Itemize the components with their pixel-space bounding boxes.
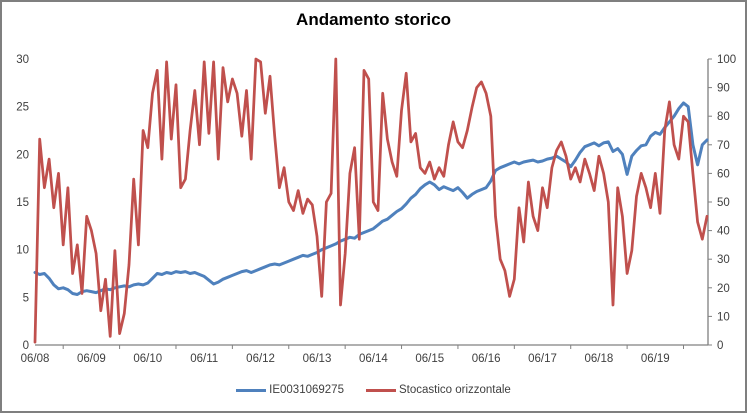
right-y-axis: 0 10 20 30 40 50 60 70 80 90 100 — [707, 54, 736, 352]
right-axis-tick-label: 50 — [717, 197, 730, 209]
x-axis-tick-label: 06/10 — [133, 353, 162, 365]
chart-legend: IE0031069275 Stocastico orizzontale — [2, 381, 745, 399]
blue-line-swatch-icon — [236, 388, 267, 392]
right-axis-tick-label: 60 — [717, 168, 730, 180]
right-axis-tick-label: 40 — [717, 226, 730, 238]
x-axis-tick-label: 06/12 — [246, 353, 275, 365]
x-axis-tick-label: 06/19 — [641, 353, 670, 365]
left-axis-tick-label: 20 — [16, 149, 29, 161]
left-axis-tick-label: 0 — [23, 340, 29, 352]
right-axis-tick-label: 10 — [717, 311, 730, 323]
series-line-Stocastico orizzontale — [33, 57, 709, 344]
x-axis-tick-label: 06/18 — [585, 353, 614, 365]
chart-title: Andamento storico — [296, 10, 451, 29]
x-axis-tick-label: 06/09 — [77, 353, 106, 365]
left-axis-tick-label: 5 — [23, 292, 29, 304]
right-axis-tick-label: 90 — [717, 83, 730, 95]
right-axis-tick-label: 0 — [717, 340, 723, 352]
left-axis-tick-label: 15 — [16, 197, 29, 209]
x-axis-tick-label: 06/11 — [190, 353, 218, 365]
left-axis-tick-label: 25 — [16, 102, 29, 114]
left-y-axis: 0 5 10 15 20 25 30 — [16, 54, 29, 352]
right-axis-tick-label: 80 — [717, 111, 730, 123]
x-axis-tick-label: 06/13 — [303, 353, 332, 365]
red-line-swatch-icon — [365, 388, 396, 392]
x-axis: 06/08 06/09 06/10 06/11 06/12 06/13 06/14 06/15… — [21, 344, 708, 365]
series-line-IE0031069275 — [33, 101, 709, 296]
right-axis-tick-label: 20 — [717, 283, 730, 295]
legend-item-red: Stocastico orizzontale — [365, 384, 511, 396]
right-axis-tick-label: 100 — [717, 54, 736, 66]
x-axis-tick-label: 06/08 — [21, 353, 50, 365]
left-axis-tick-label: 30 — [16, 54, 29, 66]
legend-label-blue: IE0031069275 — [269, 384, 344, 396]
right-axis-tick-label: 70 — [717, 140, 730, 152]
x-axis-tick-label: 06/17 — [528, 353, 557, 365]
right-axis-tick-label: 30 — [717, 254, 730, 266]
legend-item-blue: IE0031069275 — [236, 384, 344, 396]
x-axis-tick-label: 06/16 — [472, 353, 501, 365]
x-axis-tick-label: 06/14 — [359, 353, 388, 365]
legend-label-red: Stocastico orizzontale — [398, 384, 511, 396]
x-axis-tick-label: 06/15 — [415, 353, 444, 365]
left-axis-tick-label: 10 — [16, 245, 29, 257]
